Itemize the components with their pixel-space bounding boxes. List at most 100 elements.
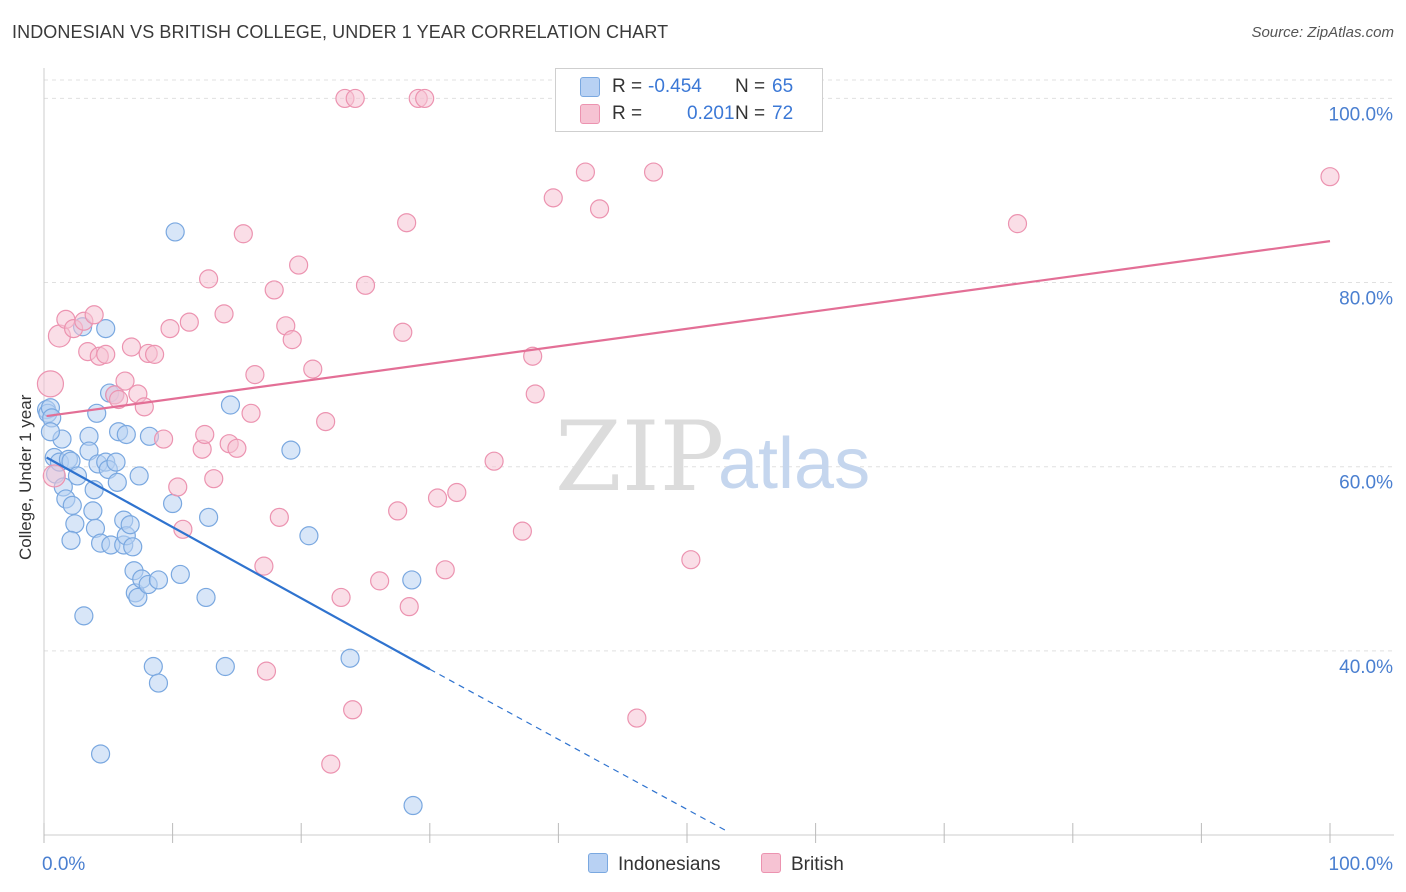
british-point — [525, 384, 545, 404]
legend-swatch-pink — [580, 104, 600, 124]
british-point — [233, 224, 253, 244]
indonesians-point — [106, 452, 126, 472]
british-point — [214, 304, 234, 324]
british-point — [681, 550, 701, 570]
british-point — [241, 403, 261, 423]
tick-labels: 40.0% 60.0% 80.0% 100.0% 0.0% 100.0% — [42, 104, 1393, 875]
british-point — [282, 330, 302, 350]
british-point — [264, 280, 284, 300]
legend-n-label: N = — [735, 103, 766, 124]
british-point — [84, 305, 104, 325]
legend-swatch-blue — [580, 77, 600, 97]
british-point — [523, 346, 543, 366]
british-point — [345, 88, 365, 109]
indonesians-point — [129, 466, 149, 486]
indonesians-point — [65, 514, 85, 534]
british-points — [36, 88, 1340, 774]
british-point — [643, 162, 664, 182]
indonesians-trend-line — [46, 456, 431, 671]
y-tick-label: 100.0% — [1329, 104, 1394, 125]
british-point — [512, 521, 532, 541]
british-point — [388, 501, 408, 521]
watermark: ZIP atlas — [555, 401, 870, 513]
bottom-legend-swatch-pink — [761, 853, 781, 873]
bottom-legend-british: British — [761, 853, 844, 876]
y-tick-label: 40.0% — [1339, 657, 1393, 678]
british-point — [199, 269, 219, 289]
british-point — [435, 560, 455, 580]
british-point — [589, 199, 610, 219]
indonesians-point — [120, 515, 140, 535]
british-point — [195, 424, 215, 445]
british-point — [1320, 167, 1340, 187]
chart-title: INDONESIAN VS BRITISH COLLEGE, UNDER 1 Y… — [12, 22, 669, 42]
british-point — [397, 213, 417, 233]
british-point — [204, 469, 224, 489]
indonesians-point — [196, 587, 216, 608]
british-point — [121, 337, 142, 357]
indonesians-point — [143, 656, 163, 677]
legend-r-label: R = — [612, 76, 643, 97]
british-point — [115, 371, 135, 391]
y-tick-label: 80.0% — [1339, 289, 1393, 310]
indonesians-point — [40, 422, 61, 442]
british-point — [399, 597, 419, 617]
indonesians-point — [220, 395, 241, 415]
british-point — [96, 344, 116, 364]
bottom-legend-label: British — [791, 854, 844, 875]
british-point — [153, 429, 174, 449]
indonesians-point — [107, 472, 127, 492]
legend-n-value: 65 — [772, 76, 794, 97]
british-point — [303, 359, 323, 379]
axes — [43, 68, 1394, 843]
indonesians-point — [170, 564, 190, 585]
y-tick-label: 60.0% — [1339, 473, 1393, 494]
indonesians-trend-extension — [429, 668, 726, 831]
indonesians-point — [148, 673, 169, 693]
british-point — [269, 507, 289, 527]
legend-n-value: 72 — [772, 103, 794, 124]
british-point — [543, 188, 563, 208]
indonesians-point — [199, 507, 219, 527]
british-point — [173, 519, 193, 539]
british-point — [245, 365, 265, 385]
indonesians-point — [61, 530, 81, 550]
indonesians-point — [402, 570, 422, 590]
indonesians-point — [165, 222, 185, 242]
indonesians-point — [74, 606, 94, 626]
indonesians-point — [116, 424, 136, 445]
british-point — [256, 661, 277, 681]
indonesians-point — [87, 403, 107, 423]
watermark-zip: ZIP — [555, 401, 724, 513]
x-tick-label: 100.0% — [1329, 854, 1394, 875]
british-point — [370, 571, 390, 591]
british-point — [427, 488, 448, 508]
indonesians-point — [163, 493, 183, 514]
legend-r-value: -0.454 — [648, 76, 702, 97]
british-point — [134, 397, 154, 417]
indonesians-point — [67, 466, 88, 486]
british-point — [447, 482, 467, 503]
british-point — [179, 312, 199, 332]
british-point — [316, 411, 336, 432]
indonesians-point — [123, 537, 143, 557]
legend-r-label: R = — [612, 103, 643, 124]
british-point — [343, 700, 363, 720]
british-point — [144, 344, 165, 364]
indonesians-point — [281, 440, 301, 460]
stats-legend: R = -0.454 N = 65 R = 0.201 N = 72 — [555, 68, 823, 132]
indonesians-point — [299, 526, 319, 546]
british-point — [627, 708, 647, 728]
indonesians-point — [148, 570, 169, 590]
bottom-legend-label: Indonesians — [618, 854, 721, 875]
watermark-atlas: atlas — [718, 424, 870, 504]
trend-lines — [46, 240, 1331, 831]
indonesians-point — [62, 495, 82, 515]
british-point — [254, 556, 274, 576]
british-point — [160, 318, 180, 339]
british-point — [484, 451, 504, 471]
british-point — [355, 275, 376, 295]
indonesians-point — [96, 318, 116, 339]
indonesians-point — [403, 795, 423, 816]
